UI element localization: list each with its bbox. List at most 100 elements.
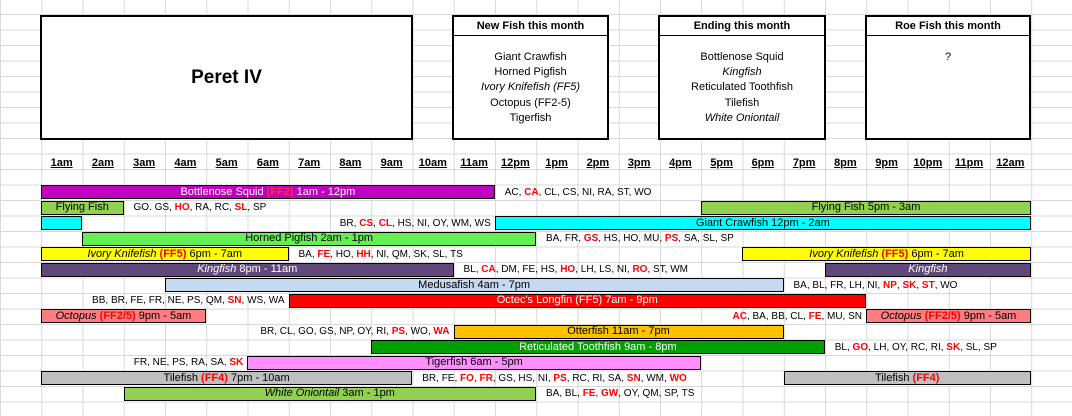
schedule-bar: [742, 247, 1031, 261]
text-segment: NP: [882, 279, 897, 291]
text-segment: CA: [481, 264, 496, 275]
text-segment: SL: [234, 202, 248, 213]
bar-label: Giant Crawfish 12pm - 2am: [495, 216, 1031, 231]
schedule-bar: [866, 309, 1031, 323]
text-segment: 6pm - 7am: [908, 247, 964, 260]
text-segment: (FF4): [201, 371, 228, 384]
text-segment: Octopus: [55, 309, 100, 322]
drop-list: BA, BL, FE, GW, OY, QM, SP, TS: [546, 386, 694, 401]
text-segment: , MU, SN: [821, 310, 862, 322]
text-segment: Ivory Knifefish: [87, 247, 160, 260]
hour-label: 7am: [298, 157, 321, 169]
text-segment: ,: [896, 279, 903, 291]
ending-item: Tilefish: [724, 97, 760, 109]
drop-list: BB, BR, FE, FR, NE, PS, QM, SN, WS, WA: [92, 293, 284, 308]
hour-label: 2pm: [586, 157, 610, 169]
hour-label: 1am: [50, 157, 73, 169]
schedule-bar: [164, 278, 784, 292]
hour-label: 12am: [996, 157, 1025, 169]
text-segment: GO: [852, 341, 869, 353]
text-segment: Flying Fish: [55, 201, 109, 213]
text-segment: 6pm - 7am: [186, 247, 243, 260]
text-segment: Tilefish: [875, 371, 913, 384]
text-segment: AC: [732, 310, 747, 322]
hour-label: 11am: [460, 157, 488, 169]
text-segment: 9pm - 5am: [960, 309, 1017, 322]
hour-label: 3am: [133, 157, 156, 169]
text-segment: CL: [378, 217, 393, 229]
bar-label: Octec's Longfin (FF5) 7am - 9pm: [289, 293, 867, 308]
hour-label: 5am: [215, 157, 238, 169]
text-segment: BR,: [339, 217, 360, 229]
text-segment: CA: [524, 186, 539, 198]
text-segment: GW: [601, 388, 619, 399]
text-segment: (FF2/5): [924, 309, 961, 322]
new-fish-box: New Fish this month Giant Crawfish Horne…: [452, 15, 609, 140]
hour-label: 4am: [174, 157, 197, 169]
hour-label: 5pm: [710, 157, 733, 169]
text-segment: (FF5): [881, 247, 909, 260]
text-segment: BR, FE,: [422, 372, 461, 384]
text-segment: PS: [664, 233, 679, 244]
text-segment: (FF5): [159, 247, 187, 260]
drop-list: AC, BA, BB, CL, FE, MU, SN: [733, 309, 863, 324]
text-segment: GO. GS,: [133, 202, 175, 213]
text-segment: , GS, HS, NI,: [492, 372, 554, 384]
text-segment: WO: [669, 372, 687, 384]
text-segment: White Oniontail: [264, 387, 340, 399]
text-segment: , HS, NI, OY, WM, WS: [392, 217, 491, 229]
schedule-bar: [41, 247, 289, 261]
drop-list: BR, CL, GO, GS, NP, OY, RI, PS, WO, WA: [260, 324, 449, 339]
text-segment: Tigerfish 6am - 5pm: [425, 356, 523, 368]
hour-label: 3pm: [627, 157, 651, 169]
ending-item: White Oniontail: [704, 112, 780, 124]
roe-box: Roe Fish this month ?: [865, 15, 1031, 140]
drop-list: AC, CA, CL, CS, NI, RA, ST, WO: [505, 185, 652, 200]
text-segment: Otterfish 11am - 7pm: [567, 325, 670, 337]
text-segment: , SP: [247, 202, 267, 213]
text-segment: (FF2): [266, 185, 294, 198]
schedule-bar: [41, 185, 495, 199]
hour-label: 2am: [91, 157, 114, 169]
text-segment: 3am - 1pm: [339, 387, 395, 399]
text-segment: BA, FR,: [546, 233, 584, 244]
bar-label: White Oniontail 3am - 1pm: [124, 386, 537, 401]
text-segment: FE: [808, 310, 822, 322]
ending-box: Ending this month Bottlenose Squid Kingf…: [658, 15, 826, 140]
text-segment: Ivory Knifefish: [809, 247, 882, 260]
text-segment: Octopus: [880, 309, 925, 322]
hour-label: 6am: [256, 157, 279, 169]
schedule-bar: [41, 216, 83, 230]
drop-list: BR, CS, CL, HS, NI, OY, WM, WS: [340, 216, 491, 231]
schedule-bar: [494, 216, 1031, 230]
text-segment: FE: [317, 248, 331, 260]
text-segment: PS: [553, 372, 567, 384]
text-segment: FR, NE, PS, RA, SA,: [133, 357, 230, 368]
text-segment: ,: [373, 217, 379, 229]
text-segment: Bottlenose Squid: [180, 185, 267, 198]
text-segment: PS: [391, 326, 406, 337]
text-segment: 7pm - 10am: [227, 371, 290, 384]
text-segment: SN: [227, 295, 242, 306]
text-segment: BA, BL, FR, LH, NI,: [793, 279, 883, 291]
text-segment: HO: [560, 264, 576, 275]
text-segment: SK: [902, 279, 917, 291]
text-segment: FO: [460, 372, 474, 384]
bar-label: Ivory Knifefish (FF5) 6pm - 7am: [742, 247, 1031, 262]
bar-label: Tigerfish 6am - 5pm: [247, 355, 701, 370]
text-segment: Kingfish: [197, 263, 237, 275]
text-segment: SN: [626, 372, 641, 384]
ending-item: Kingfish: [722, 66, 762, 78]
roe-item: ?: [944, 51, 952, 63]
new-fish-item: Ivory Knifefish (FF5): [480, 81, 581, 93]
text-segment: Giant Crawfish 12pm - 2am: [695, 216, 830, 229]
ending-item: Reticulated Toothfish: [691, 81, 793, 93]
text-segment: , OY, QM, SP, TS: [618, 388, 695, 399]
drop-list: FR, NE, PS, RA, SA, SK: [134, 355, 243, 370]
hour-label: 8pm: [834, 157, 857, 169]
text-segment: BA, BL,: [546, 388, 583, 399]
text-segment: (FF2/5): [99, 309, 136, 322]
text-segment: , DM, FE, HS,: [495, 264, 561, 275]
schedule-bar: [288, 293, 866, 308]
ending-item: Bottlenose Squid: [700, 51, 784, 63]
